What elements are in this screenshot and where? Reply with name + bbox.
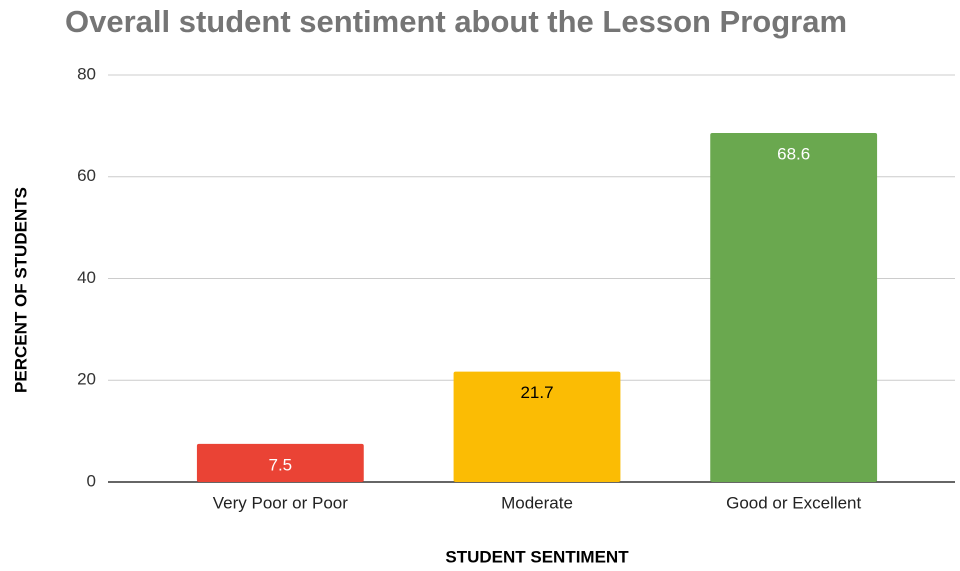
- bar: [453, 371, 621, 482]
- bar: [196, 443, 364, 482]
- x-axis-title: STUDENT SENTIMENT: [445, 547, 629, 566]
- y-tick-label: 0: [87, 471, 96, 490]
- y-tick-label: 80: [77, 64, 96, 83]
- chart-title: Overall student sentiment about the Less…: [65, 4, 847, 39]
- bar: [710, 132, 878, 482]
- data-label: 68.6: [777, 144, 810, 163]
- data-label: 21.7: [520, 383, 553, 402]
- x-tick-label: Moderate: [501, 493, 573, 512]
- y-tick-label: 40: [77, 268, 96, 287]
- y-tick-label: 20: [77, 370, 96, 389]
- y-tick-label: 60: [77, 166, 96, 185]
- x-tick-label: Good or Excellent: [726, 493, 861, 512]
- x-tick-label: Very Poor or Poor: [213, 493, 348, 512]
- y-axis-title: PERCENT OF STUDENTS: [11, 187, 30, 393]
- data-label: 7.5: [269, 455, 293, 474]
